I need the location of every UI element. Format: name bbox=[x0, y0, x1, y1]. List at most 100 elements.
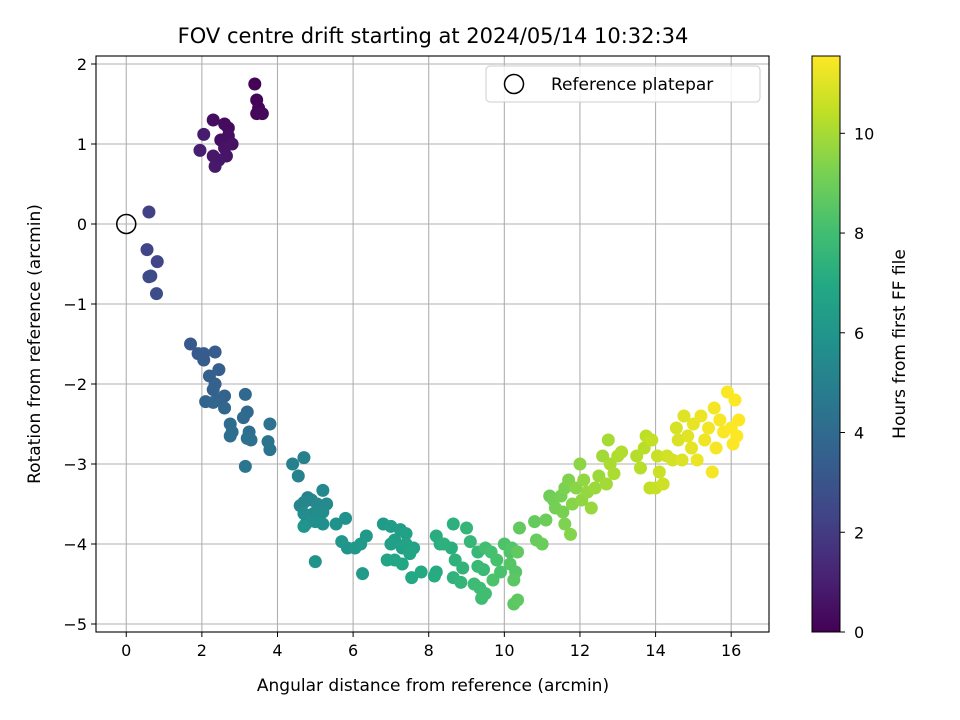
data-point bbox=[446, 517, 460, 531]
data-point bbox=[558, 517, 572, 531]
data-point bbox=[150, 255, 164, 269]
data-point bbox=[405, 571, 419, 585]
data-point bbox=[297, 519, 311, 533]
y-tick-label: −4 bbox=[63, 535, 87, 554]
x-tick-label: 6 bbox=[348, 641, 358, 660]
data-point bbox=[584, 501, 598, 515]
data-point bbox=[652, 465, 666, 479]
data-point bbox=[460, 521, 474, 535]
data-point bbox=[238, 387, 252, 401]
data-point bbox=[339, 511, 353, 525]
data-point bbox=[208, 345, 222, 359]
colorbar-ticks: 0 2 4 6 8 10 bbox=[840, 124, 874, 642]
data-point bbox=[573, 457, 587, 471]
data-point bbox=[223, 429, 237, 443]
data-point bbox=[297, 507, 311, 521]
reference-marker bbox=[115, 213, 137, 235]
legend-entry-reference: Reference platepar bbox=[551, 75, 713, 95]
data-point bbox=[677, 409, 691, 423]
data-point bbox=[403, 547, 417, 561]
data-point bbox=[599, 477, 613, 491]
data-point bbox=[709, 441, 723, 455]
data-point bbox=[212, 363, 226, 377]
y-tick-label: −3 bbox=[63, 455, 87, 474]
data-point bbox=[329, 517, 343, 531]
data-point bbox=[535, 537, 549, 551]
data-point bbox=[255, 107, 269, 121]
data-point bbox=[707, 401, 721, 415]
y-tick-label: 2 bbox=[77, 55, 87, 74]
data-point bbox=[730, 429, 744, 443]
data-point bbox=[650, 449, 664, 463]
data-point bbox=[684, 441, 698, 455]
colorbar-tick-label: 8 bbox=[854, 224, 864, 243]
data-point bbox=[705, 465, 719, 479]
data-point bbox=[656, 477, 670, 491]
colorbar-tick-label: 10 bbox=[854, 124, 874, 143]
x-tick-label: 0 bbox=[121, 641, 131, 660]
chart-title: FOV centre drift starting at 2024/05/14 … bbox=[178, 24, 689, 48]
data-point bbox=[681, 429, 695, 443]
grid-lines bbox=[96, 56, 769, 632]
data-point bbox=[384, 537, 398, 551]
data-point bbox=[669, 421, 683, 435]
data-point bbox=[142, 205, 156, 219]
data-point bbox=[645, 433, 659, 447]
data-point bbox=[666, 453, 680, 467]
data-points bbox=[140, 77, 746, 611]
data-point bbox=[511, 545, 525, 559]
y-tick-label: −2 bbox=[63, 375, 87, 394]
data-point bbox=[206, 383, 220, 397]
data-point bbox=[478, 587, 492, 601]
data-point bbox=[713, 413, 727, 427]
data-point bbox=[437, 537, 451, 551]
y-axis-label: Rotation from reference (arcmin) bbox=[25, 204, 45, 484]
data-point bbox=[698, 433, 712, 447]
data-point bbox=[316, 483, 330, 497]
data-point bbox=[528, 515, 542, 529]
x-axis-ticks: 0 2 4 6 8 10 12 14 16 bbox=[121, 632, 741, 660]
data-point bbox=[463, 535, 477, 549]
data-point bbox=[359, 529, 373, 543]
data-point bbox=[633, 461, 647, 475]
data-point bbox=[588, 481, 602, 495]
data-point bbox=[308, 555, 322, 569]
data-point bbox=[142, 270, 156, 284]
data-point bbox=[208, 159, 222, 173]
data-point bbox=[286, 457, 300, 471]
x-tick-label: 4 bbox=[272, 641, 282, 660]
data-point bbox=[675, 453, 689, 467]
data-point bbox=[690, 453, 704, 467]
y-tick-label: −5 bbox=[63, 615, 87, 634]
y-axis-ticks: −5 −4 −3 −2 −1 0 1 2 bbox=[63, 55, 96, 634]
legend-reference-marker bbox=[503, 73, 525, 95]
data-point bbox=[399, 527, 413, 541]
data-point bbox=[297, 451, 311, 465]
data-point bbox=[556, 505, 570, 519]
data-point bbox=[140, 243, 154, 257]
data-point bbox=[193, 143, 207, 157]
data-point bbox=[240, 431, 254, 445]
y-tick-label: 0 bbox=[77, 215, 87, 234]
data-point bbox=[206, 395, 220, 409]
plot-frame bbox=[95, 55, 770, 633]
data-point bbox=[601, 433, 615, 447]
data-point bbox=[564, 527, 578, 541]
y-tick-label: 1 bbox=[77, 135, 87, 154]
data-point bbox=[395, 557, 409, 571]
data-point bbox=[218, 117, 232, 131]
x-tick-label: 2 bbox=[197, 641, 207, 660]
data-point bbox=[197, 127, 211, 141]
colorbar-tick-label: 2 bbox=[854, 523, 864, 542]
data-point bbox=[356, 567, 370, 581]
data-point bbox=[184, 337, 198, 351]
data-point bbox=[728, 393, 742, 407]
data-point bbox=[218, 401, 232, 415]
data-point bbox=[702, 421, 716, 435]
x-tick-label: 10 bbox=[494, 641, 514, 660]
data-point bbox=[291, 469, 305, 483]
data-point bbox=[732, 413, 746, 427]
data-point bbox=[512, 521, 526, 535]
data-point bbox=[316, 517, 330, 531]
